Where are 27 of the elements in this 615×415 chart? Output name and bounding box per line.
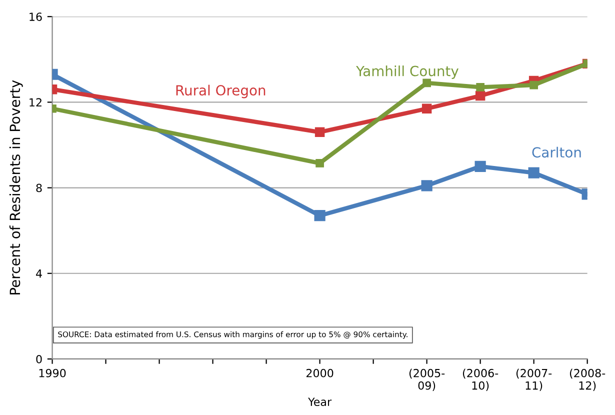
- point: [314, 210, 326, 222]
- y-axis-title: Percent of Residents in Poverty: [9, 80, 23, 294]
- y-tick-label: 8: [36, 184, 42, 192]
- x-tick-label: (2005- 09): [409, 368, 445, 392]
- y-tick-label: 4: [36, 270, 42, 278]
- point: [422, 78, 431, 88]
- point: [476, 83, 484, 92]
- x-tick-label: (2007- 11): [516, 368, 552, 392]
- point: [474, 160, 486, 172]
- x-tick-label: 2000: [306, 368, 334, 378]
- point: [422, 104, 432, 114]
- series-label: Yamhill County: [356, 66, 459, 79]
- point: [421, 180, 432, 192]
- point: [316, 159, 324, 168]
- y-tick-label: 12: [30, 98, 42, 106]
- point: [528, 167, 540, 178]
- x-tick-label: (2006- 10): [462, 368, 498, 392]
- y-tick-label: 16: [30, 12, 42, 21]
- series-label: Carlton: [532, 146, 581, 158]
- point: [314, 127, 325, 138]
- x-tick-label: (2008- 12): [570, 368, 606, 392]
- x-tick-label: 1990: [39, 368, 66, 378]
- y-tick-label: 0: [36, 354, 42, 364]
- series-label: Rural Oregon: [176, 84, 266, 98]
- point: [475, 90, 486, 101]
- point: [530, 80, 538, 90]
- x-axis-title: Year: [308, 398, 332, 406]
